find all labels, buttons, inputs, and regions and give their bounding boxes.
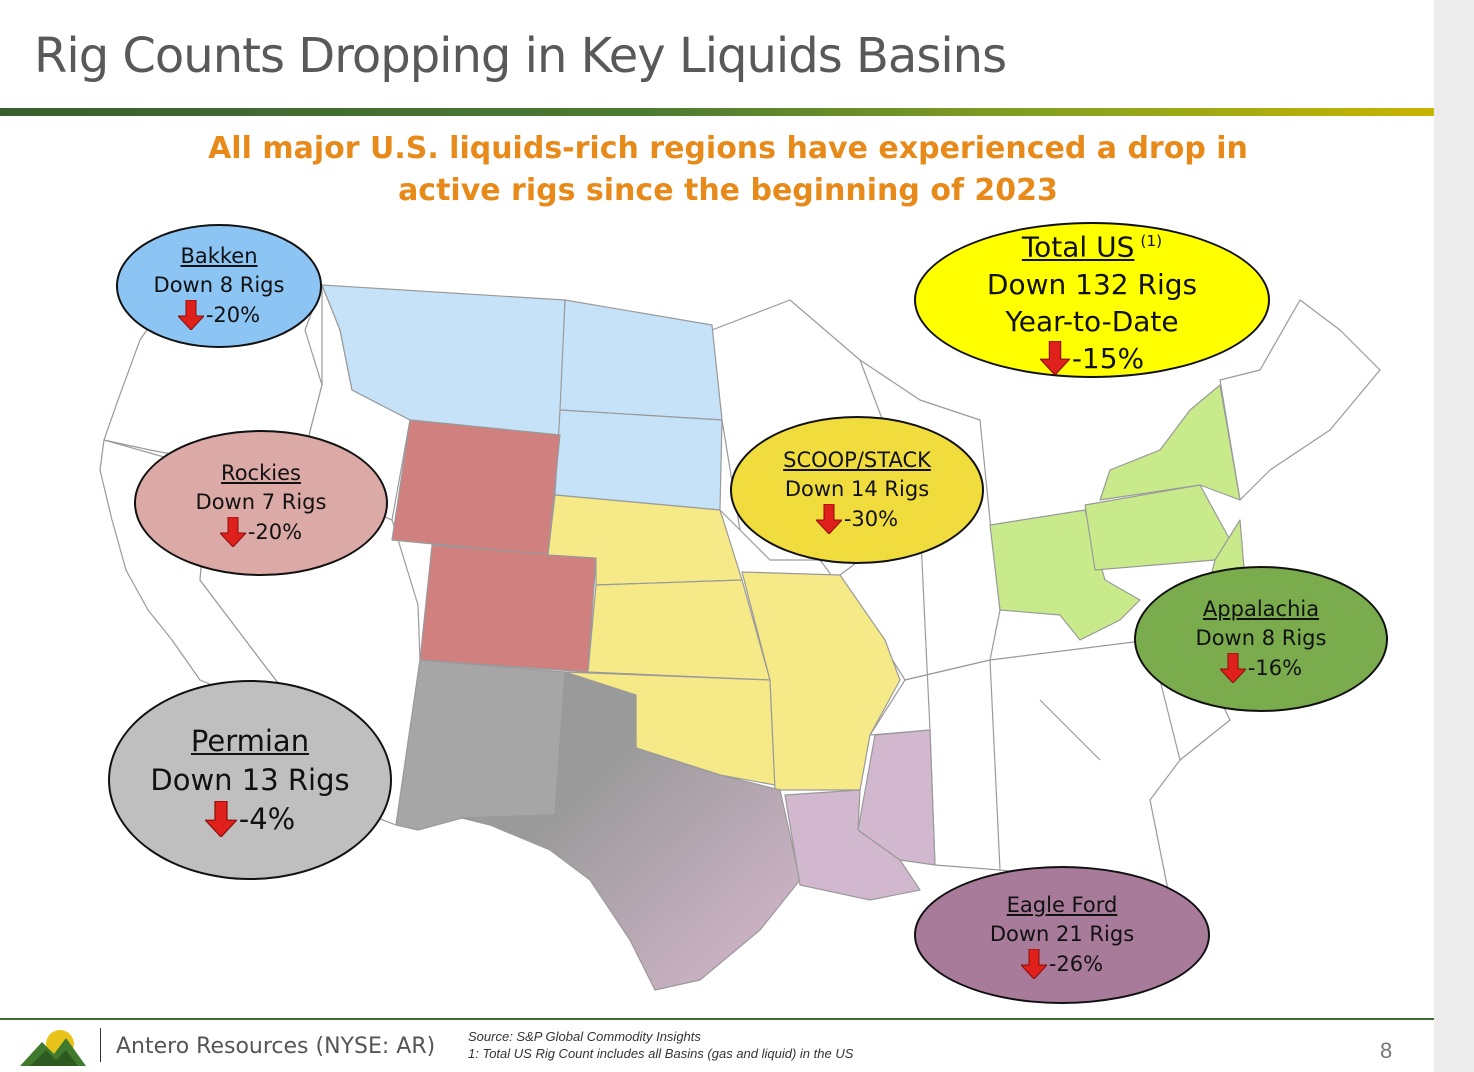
basin-rig-change: Down 14 Rigs	[784, 477, 930, 501]
map-new-england	[1219, 299, 1381, 501]
map-kansas	[587, 579, 771, 681]
basin-pct-change: -4%	[238, 801, 296, 836]
map-texas	[461, 671, 801, 991]
basin-name: Appalachia	[1202, 597, 1320, 621]
total-us-period: Year-to-Date	[1005, 304, 1179, 338]
antero-logo-icon	[20, 1030, 86, 1066]
basin-bubble-rockies: Rockies Down 7 Rigs -20%	[134, 430, 388, 576]
basin-rig-change: Down 21 Rigs	[989, 922, 1135, 946]
basin-bubble-appalachia: Appalachia Down 8 Rigs -16%	[1134, 566, 1388, 712]
basin-pct-change: -26%	[1048, 951, 1104, 976]
total-us-rig-change: Down 132 Rigs	[986, 267, 1198, 301]
subtitle-line-2: active rigs since the beginning of 2023	[398, 173, 1058, 208]
footer-separator	[100, 1028, 101, 1062]
down-arrow-icon	[177, 300, 204, 330]
basin-pct-change: -30%	[843, 506, 899, 531]
map-new-york	[1099, 384, 1241, 501]
basin-rig-change: Down 8 Rigs	[153, 273, 285, 297]
down-arrow-icon	[204, 801, 237, 837]
footer-divider	[0, 1018, 1434, 1020]
company-name: Antero Resources (NYSE: AR)	[116, 1034, 436, 1059]
basin-bubble-scoop-stack: SCOOP/STACK Down 14 Rigs -30%	[730, 416, 984, 564]
basin-bubble-eagle-ford: Eagle Ford Down 21 Rigs -26%	[914, 866, 1210, 1004]
total-us-pct-change: -15%	[1071, 341, 1145, 375]
map-wyoming	[391, 419, 561, 556]
source-line: Source: S&P Global Commodity Insights	[468, 1029, 701, 1044]
basin-name: Bakken	[180, 244, 258, 268]
footnote-ref: (1)	[1140, 232, 1163, 251]
basin-pct-change: -16%	[1247, 655, 1303, 680]
basin-name: Permian	[190, 723, 310, 758]
total-us-name: Total US	[1021, 230, 1135, 264]
footnote-line: 1: Total US Rig Count includes all Basin…	[468, 1046, 854, 1061]
slide-title: Rig Counts Dropping in Key Liquids Basin…	[34, 28, 1007, 84]
map-new-mexico	[395, 659, 566, 831]
map-south-dakota	[554, 409, 723, 511]
down-arrow-icon	[815, 504, 842, 534]
subtitle-line-1: All major U.S. liquids-rich regions have…	[208, 131, 1248, 166]
title-underline-bar	[0, 108, 1434, 116]
basin-rig-change: Down 8 Rigs	[1195, 626, 1327, 650]
slide-subtitle: All major U.S. liquids-rich regions have…	[100, 128, 1356, 212]
basin-name: Eagle Ford	[1006, 893, 1118, 917]
down-arrow-icon	[1020, 949, 1047, 979]
map-colorado	[419, 544, 597, 673]
basin-pct-change: -20%	[205, 302, 261, 327]
down-arrow-icon	[1039, 341, 1070, 376]
basin-rig-change: Down 7 Rigs	[195, 490, 327, 514]
total-us-bubble: Total US (1) Down 132 Rigs Year-to-Date -…	[914, 222, 1270, 378]
basin-bubble-bakken: Bakken Down 8 Rigs -20%	[116, 224, 322, 348]
basin-name: Rockies	[221, 461, 301, 485]
map-mississippi-alabama	[857, 729, 936, 866]
down-arrow-icon	[219, 517, 246, 547]
basin-pct-change: -20%	[247, 519, 303, 544]
basin-name: SCOOP/STACK	[783, 448, 931, 472]
map-missouri-arkansas	[741, 571, 901, 791]
basin-bubble-permian: Permian Down 13 Rigs -4%	[108, 680, 392, 880]
map-louisiana	[784, 789, 921, 901]
map-north-dakota	[559, 299, 723, 421]
basin-rig-change: Down 13 Rigs	[150, 762, 350, 797]
source-note: Source: S&P Global Commodity Insights 1:…	[468, 1028, 853, 1062]
page-number: 8	[1380, 1038, 1393, 1063]
scrollbar[interactable]	[1434, 0, 1474, 1072]
down-arrow-icon	[1219, 653, 1246, 683]
